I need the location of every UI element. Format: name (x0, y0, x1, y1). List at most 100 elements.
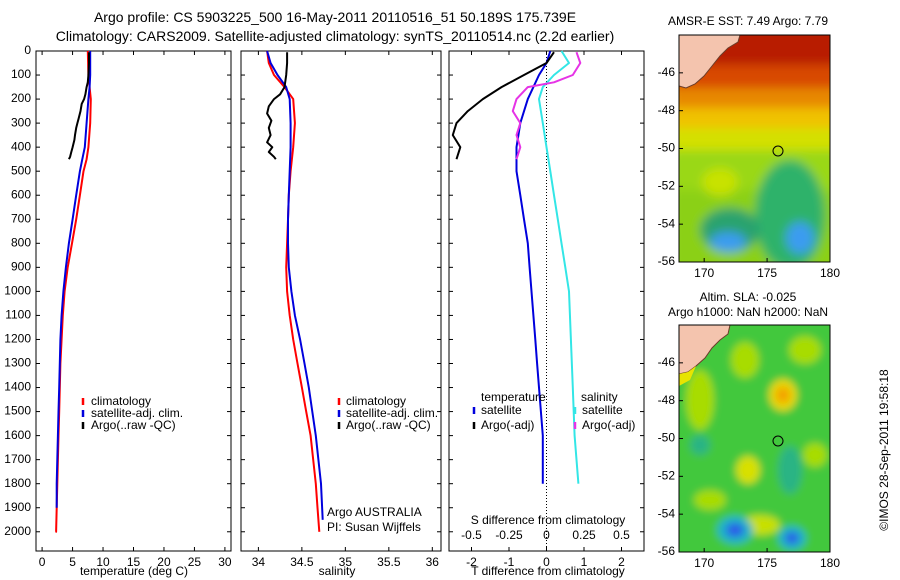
legend-title-salinity: salinity (581, 390, 618, 404)
salinity-depth-ticks (241, 50, 441, 533)
salinity-axis-ticks: 34 34.5 35 35.5 36 (252, 51, 440, 569)
longitude-tick-label: 170 (694, 266, 714, 280)
depth-tick-label: 1700 (4, 452, 31, 466)
depth-tick-label: 200 (11, 91, 31, 105)
difference-series (451, 50, 582, 484)
sst-map-title: AMSR-E SST: 7.49 Argo: 7.79 (668, 14, 828, 28)
s-difference-tick-label: 0 (543, 528, 550, 542)
series-line-argo-raw-qc (68, 52, 90, 160)
x-tick-label: 30 (218, 555, 232, 569)
argo-program-annotation: Argo AUSTRALIA (327, 505, 422, 519)
figure-title-line1: Argo profile: CS 5903225_500 16-May-2011… (94, 9, 576, 25)
s-difference-tick-label: 0.5 (613, 528, 630, 542)
latitude-tick-label: -56 (658, 544, 676, 558)
longitude-tick-label: 175 (757, 266, 777, 280)
series-line-argo-raw-qc (266, 52, 289, 160)
depth-tick-label: 1900 (4, 500, 31, 514)
temperature-legend: climatology satellite-adj. clim. Argo(..… (81, 394, 183, 432)
series-line-t-argo (451, 51, 555, 160)
t-difference-axis-label: T difference from climatology (471, 564, 625, 578)
sst-land-mass (678, 34, 741, 89)
depth-tick-label: 1800 (4, 476, 31, 490)
series-line-climatology (266, 50, 321, 532)
longitude-tick-label: 180 (820, 266, 840, 280)
depth-tick-label: 1200 (4, 332, 31, 346)
x-tick-label: 25 (188, 555, 202, 569)
depth-tick-label: 1500 (4, 404, 31, 418)
latitude-tick-label: -48 (658, 393, 676, 407)
temperature-panel: 0100200300400500600700800900100011001200… (4, 43, 232, 578)
legend-label-climatology: climatology (91, 394, 151, 408)
x-tick-label: 0 (39, 555, 46, 569)
depth-tick-label: 800 (11, 235, 31, 249)
x-tick-label: 5 (69, 555, 76, 569)
s-difference-tick-label: -0.25 (495, 528, 523, 542)
latitude-tick-label: -46 (658, 65, 676, 79)
x-tick-label: 35.5 (377, 555, 401, 569)
series-line-satellite-adj-clim (266, 50, 324, 520)
depth-tick-label: 1100 (5, 308, 31, 322)
difference-legend: temperature salinity satellite Argo(-adj… (472, 390, 635, 432)
legend-label-climatology: climatology (346, 394, 406, 408)
longitude-tick-label: 170 (694, 556, 714, 570)
depth-axis-ticks: 0 100 200 300 400 500 600 700 800 900 1000 1100 1200… (4, 43, 231, 538)
legend-label-t-satellite: satellite (481, 403, 522, 417)
depth-tick-label: 700 (11, 211, 31, 225)
depth-tick-label: 100 (11, 67, 31, 81)
s-difference-tick-label: 0.25 (572, 528, 596, 542)
x-tick-label: 1 (581, 555, 588, 569)
x-tick-label: 20 (157, 555, 171, 569)
x-tick-label: -2 (466, 555, 477, 569)
imos-timestamp: ©IMOS 28-Sep-2011 19:58:18 (877, 369, 891, 531)
latitude-tick-label: -54 (658, 216, 676, 230)
depth-tick-label: 300 (11, 115, 31, 129)
s-difference-axis-label: S difference from climatology (471, 513, 626, 527)
sla-map-title-line2: Argo h1000: NaN h2000: NaN (668, 305, 828, 319)
temperature-axis-label: temperature (deg C) (80, 564, 188, 578)
legend-title-temperature: temperature (481, 390, 546, 404)
depth-tick-label: 1600 (4, 428, 31, 442)
sla-map-title-line1: Altim. SLA: -0.025 (700, 290, 797, 304)
depth-tick-label: 0 (24, 43, 31, 57)
series-line-t-satellite (515, 50, 552, 484)
series-line-satellite-adj-clim (55, 51, 92, 508)
salinity-plot-frame (240, 50, 442, 552)
argo-position-marker (772, 435, 784, 447)
x-tick-label: 0 (543, 555, 550, 569)
longitude-tick-label: 180 (820, 556, 840, 570)
x-tick-label: -1 (504, 555, 515, 569)
longitude-tick-label: 175 (757, 556, 777, 570)
argo-position-marker (772, 145, 784, 157)
temperature-axis-ticks: 0 5 10 15 20 25 30 (39, 51, 232, 569)
depth-tick-label: 2000 (4, 524, 31, 538)
latitude-tick-label: -50 (658, 141, 676, 155)
x-tick-label: 34.5 (290, 555, 314, 569)
latitude-tick-label: -46 (658, 355, 676, 369)
latitude-tick-label: -54 (658, 506, 676, 520)
sla-map-ticks: 170 175 180 -46 -48 -50 -52 -54 -56 (658, 355, 841, 570)
difference-depth-ticks (449, 50, 644, 533)
x-tick-label: 34 (252, 555, 266, 569)
figure-title-line2: Climatology: CARS2009. Satellite-adjuste… (56, 28, 614, 44)
legend-label-satellite: satellite-adj. clim. (91, 406, 183, 420)
x-tick-label: 10 (96, 555, 110, 569)
principal-investigator-annotation: PI: Susan Wijffels (327, 520, 421, 534)
sla-coast-band (679, 366, 696, 386)
legend-label-t-argo: Argo(-adj) (481, 418, 534, 432)
difference-axis-ticks: -2 -1 0 1 2 (466, 51, 625, 569)
sla-map-panel: Altim. SLA: -0.025 Argo h1000: NaN h2000… (658, 290, 841, 570)
legend-label-s-satellite: satellite (582, 403, 623, 417)
latitude-tick-label: -52 (658, 179, 676, 193)
latitude-tick-label: -48 (658, 103, 676, 117)
x-tick-label: 36 (426, 555, 440, 569)
depth-tick-label: 1000 (4, 284, 31, 298)
depth-tick-label: 500 (11, 163, 31, 177)
depth-tick-label: 900 (11, 260, 31, 274)
depth-tick-label: 1400 (4, 380, 31, 394)
x-tick-label: 15 (127, 555, 141, 569)
s-difference-tick-labels: -0.5 -0.25 0 0.25 0.5 (461, 528, 630, 542)
salinity-series (266, 50, 324, 532)
difference-panel: -2 -1 0 1 2 temperature salinity satellite A… (448, 50, 645, 578)
temperature-plot-frame (35, 50, 232, 552)
